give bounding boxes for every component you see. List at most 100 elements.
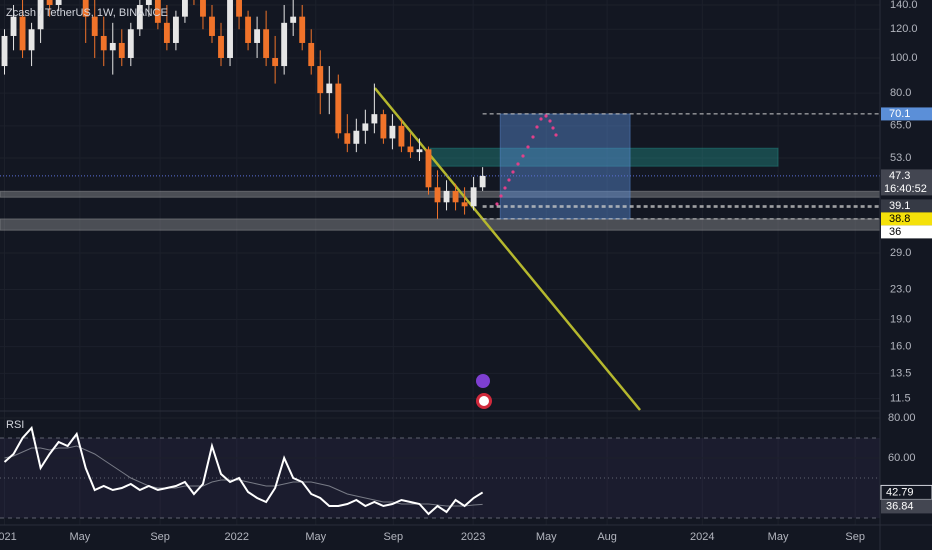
candle-body: [254, 29, 261, 43]
candle-body: [434, 187, 441, 203]
candle-body: [200, 0, 206, 17]
y-tick-label: 13.5: [890, 367, 911, 379]
level-label-bg: [881, 169, 932, 196]
y-tick-label: 80.0: [890, 87, 911, 99]
candle-body: [55, 0, 62, 5]
y-tick-label: 120.0: [890, 23, 918, 35]
projection: [495, 114, 558, 206]
projection-dot: [548, 119, 552, 123]
projection-dot: [554, 133, 558, 137]
candle-body: [163, 22, 170, 43]
candle-body: [37, 0, 44, 30]
rsi-ma-bg: [881, 499, 932, 514]
x-tick-label: 2023: [461, 531, 485, 543]
projection-dot: [503, 186, 507, 190]
candle-body: [425, 149, 432, 188]
level-label-bg: [881, 199, 932, 213]
candle-body: [326, 83, 333, 94]
candle-body: [154, 0, 161, 23]
candle-body: [452, 190, 459, 203]
candle-body: [308, 42, 315, 67]
rsi-ma-label: 36.84: [886, 500, 914, 512]
candle-body: [371, 114, 378, 124]
chart-title: Zcash / TetherUS, 1W, BINANCE: [6, 7, 168, 19]
level-label: 47.3: [889, 170, 910, 182]
level-label: 36: [889, 226, 901, 238]
rsi-tick-label: 80.00: [888, 412, 916, 424]
candle-body: [172, 16, 179, 43]
candle-body: [218, 35, 224, 58]
projection-dot: [551, 126, 555, 130]
projection-dot: [544, 114, 548, 118]
candle-body: [181, 0, 188, 17]
candle-body: [118, 42, 125, 58]
x-tick-label: May: [69, 531, 90, 543]
projection-dot: [531, 135, 535, 139]
candle-body: [353, 130, 360, 144]
x-tick-label: Aug: [597, 531, 617, 543]
level-label: 38.8: [889, 213, 910, 225]
x-tick-label: May: [768, 531, 789, 543]
candle-body: [46, 0, 53, 5]
candle-body: [82, 0, 89, 17]
candle-body: [290, 16, 297, 23]
level-label: 39.1: [889, 200, 910, 212]
projection-dot: [521, 154, 525, 158]
projection-dot: [526, 145, 530, 149]
zone: [0, 218, 881, 231]
candle-body: [407, 146, 414, 153]
x-tick-label: 2021: [0, 531, 17, 543]
y-tick-label: 53.0: [890, 152, 911, 164]
y-tick-label: 19.0: [890, 313, 911, 325]
candle-body: [272, 57, 279, 67]
zone: [499, 113, 631, 220]
y-tick-label: 140.0: [890, 0, 918, 11]
candle-body: [335, 83, 342, 134]
candle-body: [398, 125, 405, 147]
y-tick-label: 16.0: [890, 341, 911, 353]
candle-body: [344, 133, 351, 144]
candle-body: [263, 29, 270, 58]
rsi-ma-line: [4, 445, 483, 507]
level-label-bg: [881, 225, 932, 239]
y-tick-label: 65.0: [890, 120, 911, 132]
x-tick-label: May: [536, 531, 557, 543]
grid: [0, 437, 880, 519]
y-tick-label: 100.0: [890, 52, 918, 64]
candle-body: [227, 0, 233, 58]
candle-body: [443, 190, 450, 203]
rsi-tick-label: 60.00: [888, 452, 916, 464]
projection-dot: [539, 117, 543, 121]
x-tick-label: Sep: [384, 531, 404, 543]
level-label-bg: [881, 107, 932, 121]
y-tick-label: 29.0: [890, 247, 911, 259]
rsi-value-label: 42.79: [886, 486, 914, 498]
level-label: 70.1: [889, 108, 910, 120]
projection-dot: [499, 194, 503, 198]
candle-body: [109, 42, 116, 51]
candle-body: [19, 16, 26, 51]
candle-body: [145, 0, 152, 5]
candle-body: [1, 35, 8, 67]
projection-dot: [535, 125, 539, 129]
projection-dot: [511, 170, 515, 174]
candles: [1, 0, 486, 219]
candle-body: [389, 125, 396, 139]
x-tick-label: Sep: [845, 531, 865, 543]
candle-body: [380, 114, 387, 139]
candle-body: [10, 16, 17, 36]
y-tick-label: 23.0: [890, 283, 911, 295]
y-tick-label: 11.5: [890, 393, 911, 405]
candle-body: [236, 0, 242, 17]
countdown: 16:40:52: [884, 183, 927, 195]
candle-body: [136, 4, 143, 30]
level-label-bg: [881, 212, 932, 226]
candle-body: [91, 16, 98, 36]
candle-body: [479, 175, 486, 188]
candle-body: [461, 202, 468, 207]
x-tick-label: 2022: [225, 531, 249, 543]
candle-body: [209, 16, 215, 36]
candle-body: [470, 187, 477, 207]
projection-dot: [507, 178, 511, 182]
